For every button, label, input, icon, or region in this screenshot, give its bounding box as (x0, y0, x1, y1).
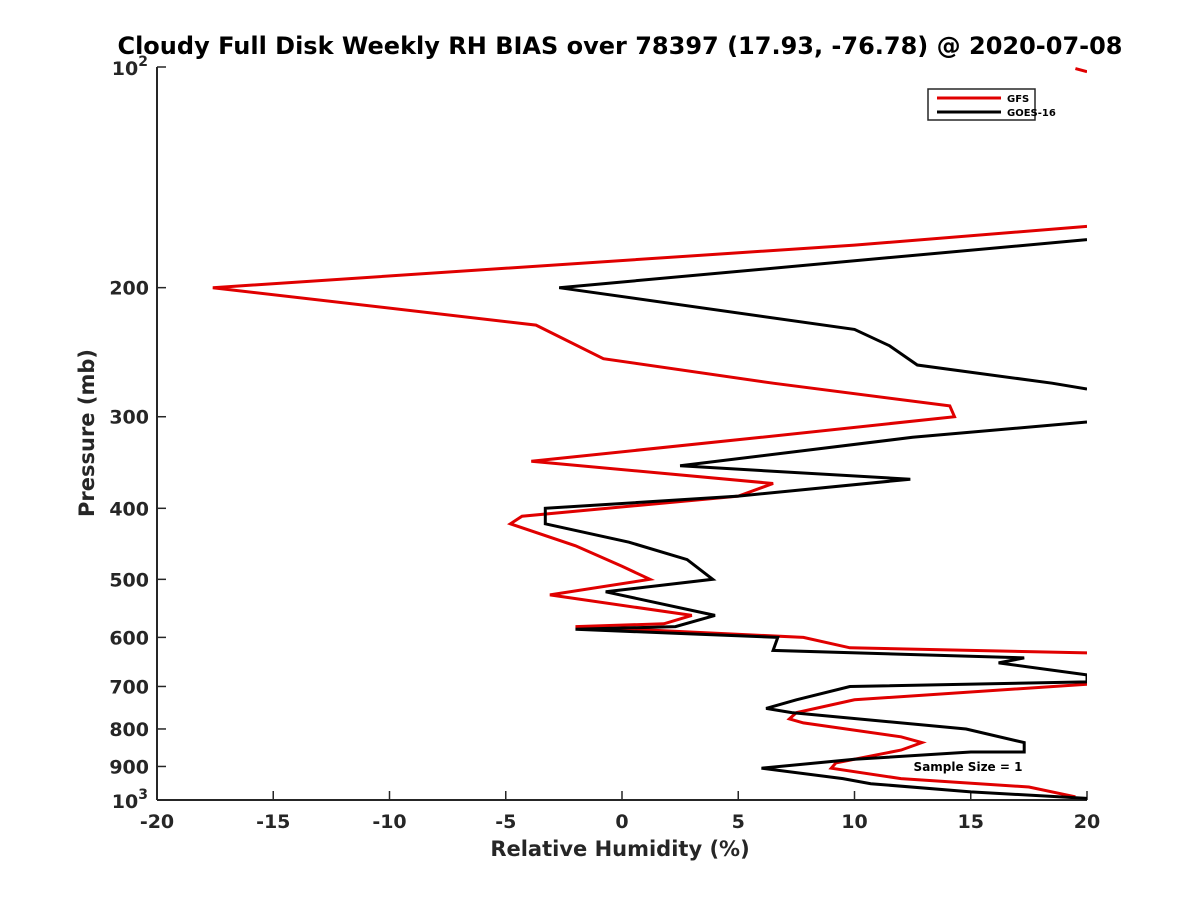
x-tick-label: -10 (372, 811, 406, 833)
chart-title: Cloudy Full Disk Weekly RH BIAS over 783… (117, 32, 1122, 60)
x-tick-label: 20 (1074, 811, 1100, 833)
y-tick-label: 600 (109, 627, 149, 649)
series-line-goes-16 (543, 420, 1087, 800)
y-tick-label: 300 (109, 407, 149, 429)
x-tick-label: 5 (732, 811, 745, 833)
legend-label: GFS (1007, 94, 1029, 105)
legend-label: GOES-16 (1007, 108, 1056, 119)
y-tick-label: 200 (109, 278, 149, 300)
sample-size-annotation: Sample Size = 1 (914, 760, 1023, 774)
x-tick-label: -20 (140, 811, 174, 833)
y-axis-label: Pressure (mb) (75, 349, 99, 517)
x-tick-label: 0 (615, 811, 628, 833)
y-tick-label: 800 (109, 719, 149, 741)
y-tick-label: 102 (112, 54, 148, 80)
x-axis-label: Relative Humidity (%) (490, 837, 749, 861)
y-tick-label: 700 (109, 676, 149, 698)
series-line-gfs (1075, 67, 1087, 74)
y-tick-label: 103 (112, 787, 148, 813)
series-layer (212, 67, 1087, 800)
x-tick-label: -5 (495, 811, 516, 833)
y-tick-label: 500 (109, 569, 149, 591)
legend: GFS GOES-16 (927, 88, 1056, 121)
series-line-goes-16 (558, 238, 1087, 391)
x-tick-label: -15 (256, 811, 290, 833)
y-tick-label: 400 (109, 498, 149, 520)
y-tick-label: 900 (109, 756, 149, 778)
legend-box (927, 88, 1036, 121)
x-tick-label: 15 (958, 811, 984, 833)
axes: -20 -15 -10 -5 0 5 10 15 20 200 300 400 500 600 700 800… (109, 54, 1100, 833)
x-tick-label: 10 (841, 811, 867, 833)
series-line-gfs (212, 224, 1087, 655)
